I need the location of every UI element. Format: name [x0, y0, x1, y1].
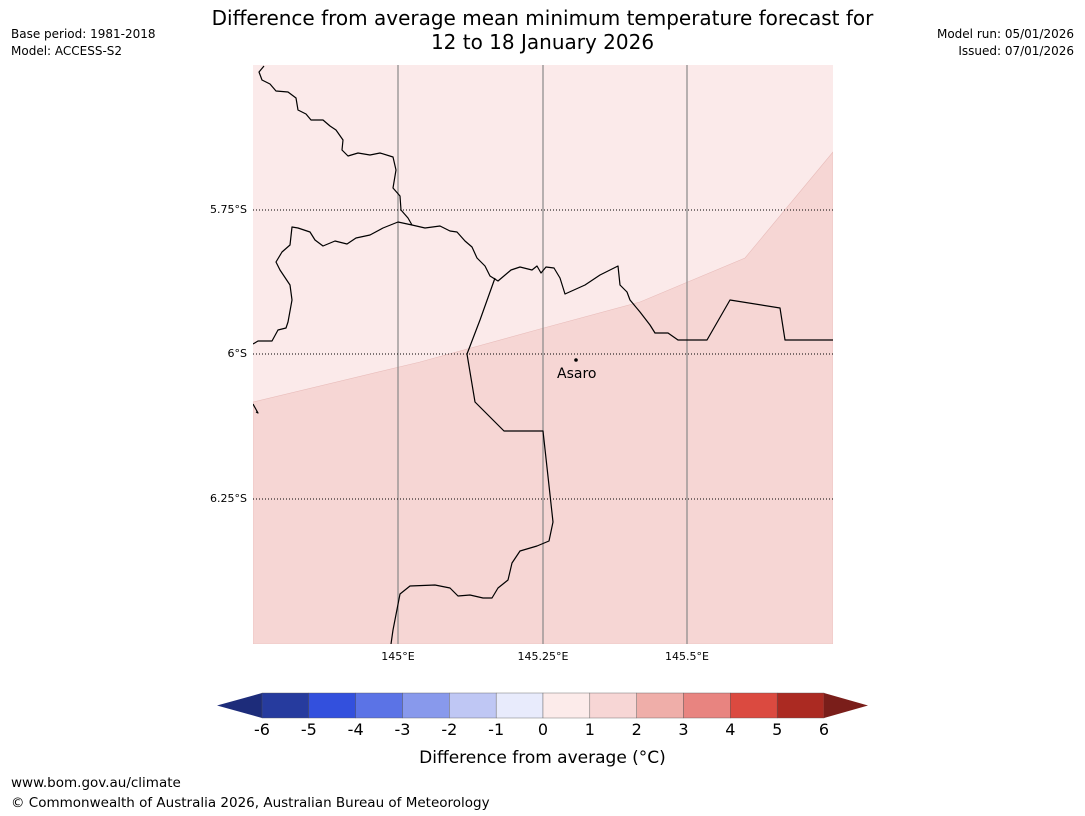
place-marker: [574, 358, 578, 362]
footer-copyright: © Commonwealth of Australia 2026, Austra…: [11, 795, 490, 811]
boundary-south: [390, 277, 554, 644]
colorbar-tick-label: -6: [254, 720, 270, 739]
colorbar-swatch: [402, 692, 450, 719]
model-text: Model: ACCESS-S2: [11, 44, 123, 58]
lat-label-5-75: 5.75°S: [210, 203, 247, 216]
colorbar-swatch: [589, 692, 637, 719]
colorbar-swatch: [449, 692, 497, 719]
colorbar-swatch: [683, 692, 731, 719]
colorbar-swatch: [730, 692, 778, 719]
colorbar-tick-label: -1: [488, 720, 505, 739]
title-line-1: Difference from average mean minimum tem…: [211, 6, 874, 30]
boundary-west-fragment: [253, 403, 259, 414]
issued-text: Issued: 07/01/2026: [958, 44, 1074, 58]
model-run-text: Model run: 05/01/2026: [936, 27, 1074, 41]
colorbar-swatch: [261, 692, 310, 719]
colorbar-tick-label: -2: [441, 720, 458, 739]
colorbar-extend-low: [217, 693, 262, 718]
colorbar-swatch: [355, 692, 403, 719]
base-period-text: Base period: 1981-2018: [11, 27, 156, 41]
footer-url[interactable]: www.bom.gov.au/climate: [11, 775, 181, 791]
colorbar-swatch: [308, 692, 356, 719]
colorbar-tick-label: 5: [772, 720, 783, 739]
boundaries: [253, 65, 833, 644]
place-label: Asaro: [557, 366, 596, 382]
colorbar-tick-label: 4: [725, 720, 736, 739]
colorbar-swatch: [636, 692, 684, 719]
colorbar-tick-label: 6: [818, 720, 830, 739]
colorbar-tick-label: -3: [394, 720, 411, 739]
boundary-north: [253, 65, 413, 345]
colorbar-tick-label: 1: [584, 720, 595, 739]
colorbar: [217, 692, 868, 719]
meta-left: Base period: 1981-2018 Model: ACCESS-S2: [11, 26, 156, 60]
title-line-2: 12 to 18 January 2026: [430, 30, 655, 54]
colorbar-swatch: [542, 692, 591, 719]
colorbar-label: Difference from average (°C): [419, 748, 666, 768]
lat-label-6: 6°S: [228, 347, 247, 360]
lat-label-6-25: 6.25°S: [210, 492, 247, 505]
lon-label-145-5: 145.5°E: [665, 650, 709, 663]
colorbar-tick-label: 2: [631, 720, 642, 739]
lon-label-145-25: 145.25°E: [518, 650, 569, 663]
colorbar-extend-high: [824, 693, 868, 718]
parallels: [253, 209, 833, 500]
boundary-central: [411, 224, 833, 341]
colorbar-swatch: [495, 692, 544, 719]
lon-label-145: 145°E: [381, 650, 414, 663]
lat-labels: 5.75°S 6°S 6.25°S: [210, 203, 247, 505]
colorbar-tick-label: 0: [537, 720, 549, 739]
colorbar-tick-label: -4: [347, 720, 364, 739]
lon-labels: 145°E 145.25°E 145.5°E: [381, 650, 709, 663]
colorbar-tick-label: 3: [678, 720, 689, 739]
map-title: Difference from average mean minimum tem…: [0, 6, 1085, 54]
colorbar-tick-label: -5: [300, 720, 317, 739]
colorbar-swatch: [776, 692, 825, 719]
meta-right: Model run: 05/01/2026 Issued: 07/01/2026: [937, 26, 1074, 60]
